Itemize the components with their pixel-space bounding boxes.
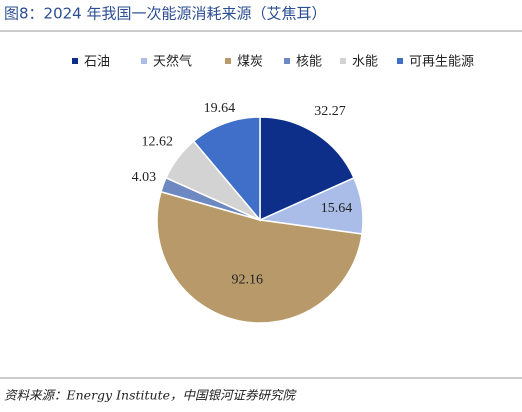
legend-label: 天然气: [153, 54, 192, 70]
legend-label: 石油: [84, 55, 110, 70]
legend-swatch: [397, 58, 403, 64]
data-label: 4.03: [132, 170, 157, 185]
data-label: 92.16: [232, 273, 264, 288]
data-label: 12.62: [141, 135, 173, 150]
legend-label: 核能: [296, 55, 322, 70]
chart-title: 图8：2024 年我国一次能源消耗来源（艾焦耳）: [4, 5, 327, 23]
pie-slice: [156, 190, 363, 324]
pie-slice: [192, 116, 261, 223]
legend-swatch: [225, 58, 231, 64]
legend-swatch: [284, 58, 290, 64]
data-label: 15.64: [321, 201, 353, 216]
legend-swatch: [141, 58, 147, 64]
legend-label: 水能: [352, 55, 378, 70]
data-label: 19.64: [204, 101, 236, 116]
legend-label: 煤炭: [237, 55, 263, 70]
data-label: 32.27: [314, 104, 346, 119]
legend-swatch: [340, 58, 346, 64]
source: 资料来源：Energy Institute，中国银河证券研究院: [4, 388, 298, 403]
legend-label: 可再生能源: [409, 55, 474, 70]
legend-swatch: [72, 58, 78, 64]
pie-slice: [259, 116, 355, 222]
